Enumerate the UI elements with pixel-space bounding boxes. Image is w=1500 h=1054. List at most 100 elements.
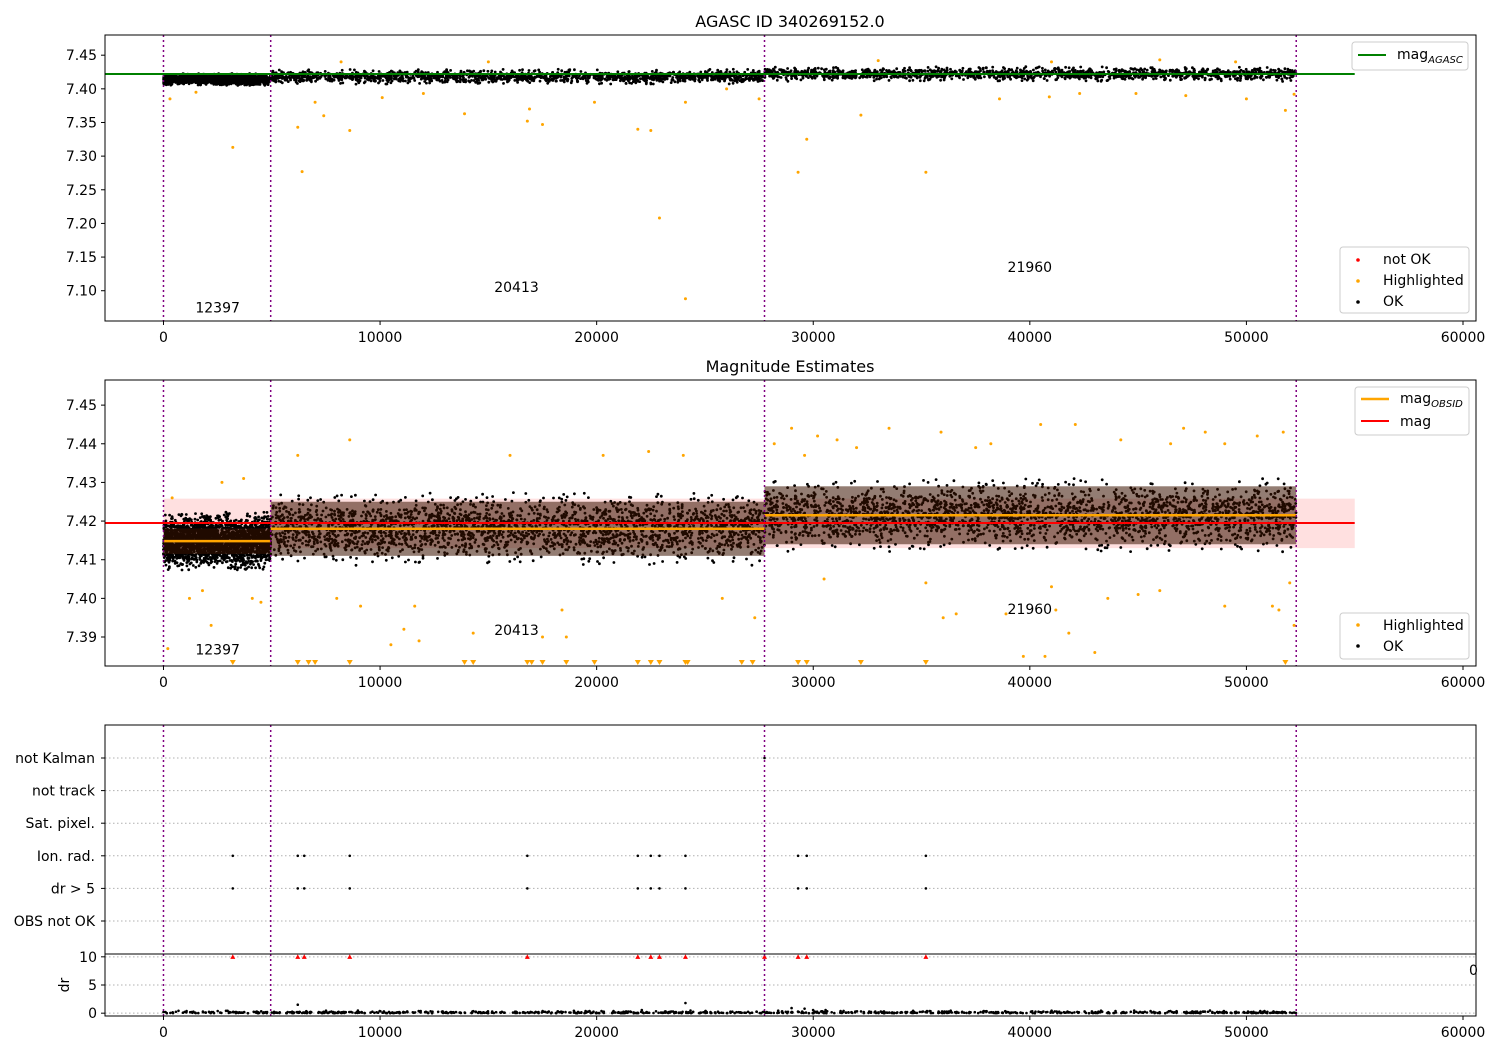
ok-point <box>285 75 288 78</box>
ok-point <box>179 75 182 78</box>
ok-point <box>905 77 908 80</box>
ok-point <box>736 70 739 73</box>
ok-point <box>774 66 777 69</box>
ok-point <box>1016 67 1019 70</box>
highlighted-point-22 <box>998 97 1001 100</box>
ok-point <box>551 78 554 81</box>
ok-point <box>903 67 906 70</box>
highlighted-point-38 <box>1134 92 1137 95</box>
ok-point <box>250 83 253 86</box>
ok-point <box>1281 71 1284 74</box>
ok-point <box>907 69 910 72</box>
ok-point <box>1002 76 1005 79</box>
highlighted-point-27 <box>1293 93 1296 96</box>
ok-point <box>1105 66 1108 69</box>
ok-point <box>752 69 755 72</box>
highlighted-point-6 <box>381 96 384 99</box>
ok-point <box>1186 75 1189 78</box>
ok-point <box>351 78 354 81</box>
highlighted-point-37 <box>1048 95 1051 98</box>
ok-point <box>639 77 642 80</box>
ok-point <box>873 79 876 82</box>
highlighted-point-16 <box>684 101 687 104</box>
ok-point <box>1032 79 1035 82</box>
ok-point <box>1046 79 1049 82</box>
highlighted-point-24 <box>1184 94 1187 97</box>
ok-point <box>328 77 331 80</box>
ok-point <box>417 68 420 71</box>
ok-point <box>706 79 709 82</box>
ok-point <box>724 77 727 80</box>
ok-point <box>694 76 697 79</box>
ok-point <box>1132 68 1135 71</box>
ok-point <box>997 75 1000 78</box>
ok-point <box>807 67 810 70</box>
ok-point <box>619 76 622 79</box>
ok-point <box>935 65 938 68</box>
ok-point <box>858 76 861 79</box>
ok-point <box>645 82 648 85</box>
ok-point <box>445 76 448 79</box>
ok-point <box>474 81 477 84</box>
ok-point <box>1134 76 1137 79</box>
ok-point <box>1122 77 1125 80</box>
ok-point <box>1047 70 1050 73</box>
ok-point <box>441 81 444 84</box>
ok-point <box>193 80 196 83</box>
ok-point <box>193 76 196 79</box>
ok-point <box>1152 78 1155 81</box>
ok-point <box>962 67 965 70</box>
ok-point <box>1131 77 1134 80</box>
ok-point <box>316 76 319 79</box>
ok-point <box>232 80 235 83</box>
ok-point <box>211 76 214 79</box>
ok-point <box>701 77 704 80</box>
ok-point <box>795 77 798 80</box>
ok-point <box>865 76 868 79</box>
ok-point <box>1238 71 1241 74</box>
y-tick-label-1-1: 7.15 <box>66 250 97 266</box>
ok-point <box>1277 75 1280 78</box>
ok-point <box>289 79 292 82</box>
ok-point <box>1038 66 1041 69</box>
ok-point <box>1185 70 1188 73</box>
ok-point <box>528 81 531 84</box>
ok-point <box>593 77 596 80</box>
ok-point <box>238 79 241 82</box>
ok-point <box>210 80 213 83</box>
ok-point <box>538 71 541 74</box>
ok-point <box>378 75 381 78</box>
ok-point <box>908 75 911 78</box>
ok-point <box>878 78 881 81</box>
ok-point <box>487 77 490 80</box>
ok-point <box>832 75 835 78</box>
ok-point <box>1009 78 1012 81</box>
obsid-label-1-0: 12397 <box>195 300 240 316</box>
ok-point <box>752 78 755 81</box>
ok-point <box>566 79 569 82</box>
ok-point <box>341 82 344 85</box>
ok-point <box>1284 67 1287 70</box>
ok-point <box>205 76 208 79</box>
ok-point <box>919 79 922 82</box>
ok-point <box>1032 77 1035 80</box>
ok-point <box>718 79 721 82</box>
ok-point <box>1072 69 1075 72</box>
ok-point <box>1021 79 1024 82</box>
highlighted-point-28 <box>168 97 171 100</box>
ok-point <box>1248 71 1251 74</box>
ok-point <box>170 83 173 86</box>
ok-point <box>1180 78 1183 81</box>
ok-point <box>176 77 179 80</box>
panel-title-magnitude: Magnitude Estimates <box>706 357 875 376</box>
ok-point <box>373 76 376 79</box>
ok-point <box>576 80 579 83</box>
ok-point <box>937 67 940 70</box>
ok-point <box>974 78 977 81</box>
ok-point <box>557 68 560 71</box>
ok-point <box>908 79 911 82</box>
ok-point <box>312 76 315 79</box>
x-tick-label-1-5: 50000 <box>1224 330 1269 346</box>
ok-point <box>1032 69 1035 72</box>
ok-point <box>634 81 637 84</box>
